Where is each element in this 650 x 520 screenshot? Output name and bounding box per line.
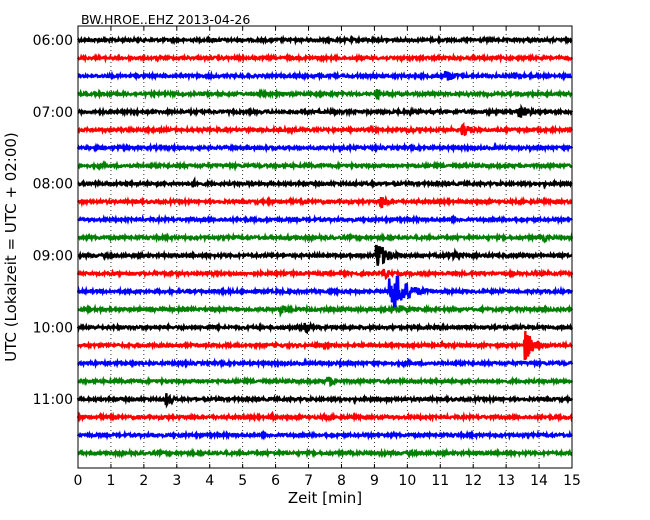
plot-frame <box>77 25 573 469</box>
trace-0730 <box>76 141 574 154</box>
x-tick-label: 4 <box>205 473 214 489</box>
trace-1045 <box>77 375 574 388</box>
seismogram-traces <box>76 34 574 459</box>
trace-1015 <box>76 330 574 361</box>
trace-0900 <box>77 244 573 266</box>
trace-1100 <box>76 393 574 409</box>
x-tick-label: 13 <box>497 473 515 489</box>
grid-lines <box>110 26 540 468</box>
trace-0915 <box>76 267 574 281</box>
x-tick-label: 11 <box>431 473 449 489</box>
trace-1030 <box>76 357 574 370</box>
y-tick-label: 11:00 <box>33 392 73 408</box>
trace-1000 <box>76 320 574 335</box>
x-tick-label: 12 <box>464 473 482 489</box>
x-tick-label: 8 <box>337 473 346 489</box>
trace-1115 <box>76 410 574 423</box>
y-tick-label: 06:00 <box>33 33 73 49</box>
trace-0815 <box>76 194 573 209</box>
trace-0600 <box>76 34 573 46</box>
x-tick-label: 3 <box>172 473 181 489</box>
y-tick-label: 09:00 <box>33 249 73 265</box>
trace-0700 <box>77 103 574 118</box>
x-tick-label: 2 <box>139 473 148 489</box>
x-tick-label: 10 <box>398 473 416 489</box>
trace-0945 <box>77 303 573 318</box>
trace-0645 <box>77 88 573 101</box>
y-axis-label: UTC (Lokalzeit = UTC + 02:00) <box>2 132 20 362</box>
x-tick-label: 1 <box>106 473 115 489</box>
trace-1130 <box>76 429 574 441</box>
y-tick-label: 07:00 <box>33 105 73 121</box>
trace-0630 <box>77 69 573 82</box>
trace-0800 <box>77 176 573 190</box>
trace-1145 <box>77 447 573 459</box>
x-axis-label: Zeit [min] <box>288 489 362 507</box>
x-axis-ticks: 0 1 2 3 4 5 6 7 8 9 10 11 12 13 14 15 <box>74 26 581 489</box>
y-axis-ticks: 06:00 07:00 08:00 09:00 10:00 11:00 <box>33 33 572 408</box>
trace-0830 <box>77 213 573 226</box>
y-tick-label: 10:00 <box>33 320 73 336</box>
x-tick-label: 15 <box>563 473 581 489</box>
y-tick-label: 08:00 <box>33 177 73 193</box>
trace-0615 <box>76 52 574 64</box>
x-tick-label: 7 <box>304 473 313 489</box>
x-tick-label: 14 <box>530 473 548 489</box>
x-tick-label: 9 <box>370 473 379 489</box>
x-tick-label: 0 <box>74 473 83 489</box>
x-tick-label: 5 <box>238 473 247 489</box>
chart-title: BW.HROE..EHZ 2013-04-26 <box>81 12 250 27</box>
trace-0930 <box>76 275 574 310</box>
trace-0715 <box>77 122 574 137</box>
x-tick-label: 6 <box>271 473 280 489</box>
trace-0745 <box>77 160 573 172</box>
trace-0845 <box>77 231 574 244</box>
